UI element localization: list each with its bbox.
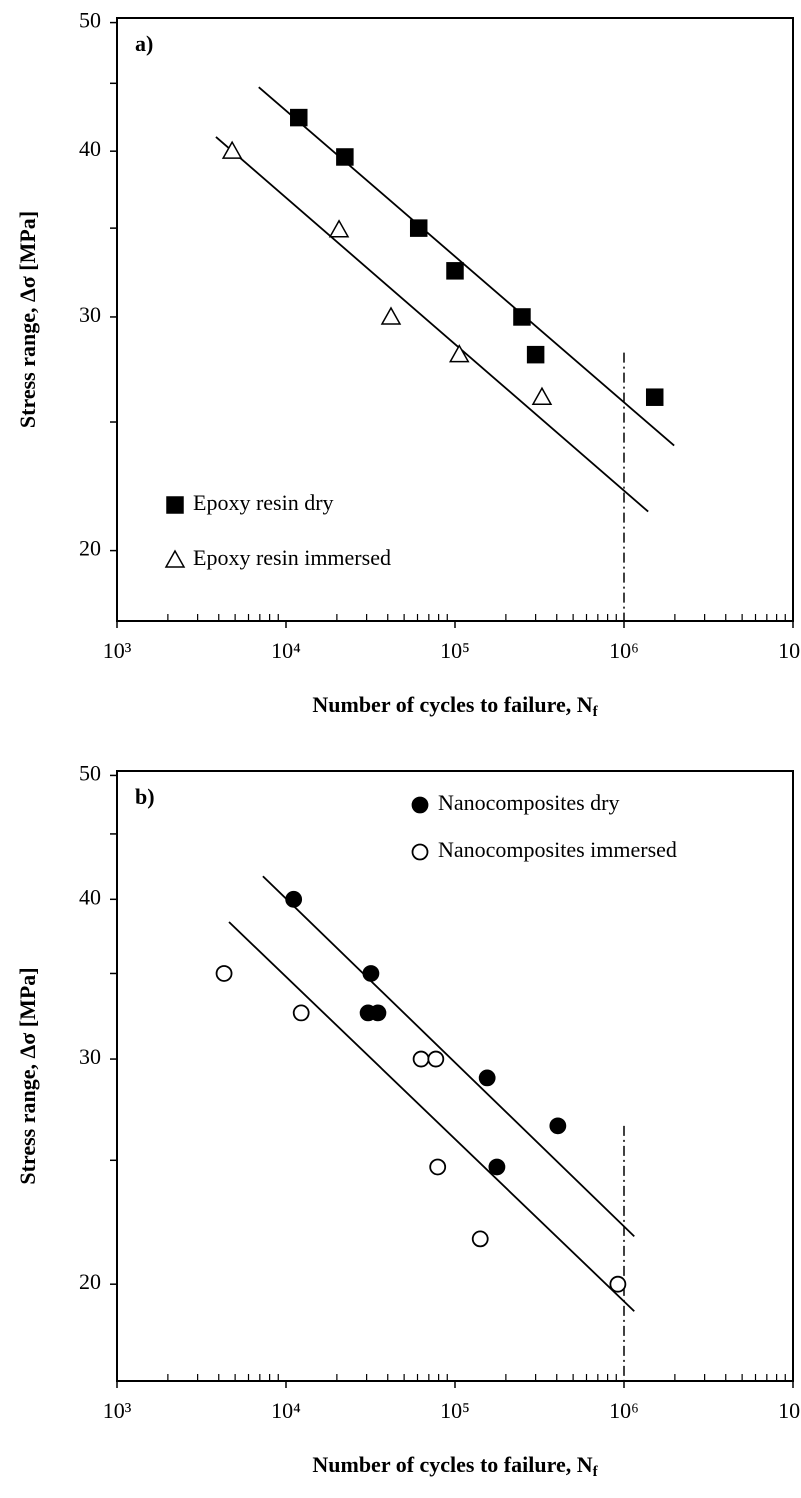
marker-square: [166, 496, 184, 514]
x-tick-label: 10³: [103, 638, 132, 663]
x-tick-label: 10⁵: [440, 638, 470, 663]
marker-square: [513, 308, 531, 326]
x-axis-label-text: Number of cycles to failure, N: [312, 1452, 592, 1477]
panel-label: b): [135, 784, 155, 809]
marker-circle: [609, 1275, 627, 1293]
y-axis-label: Stress range, Δσ [MPa]: [15, 967, 40, 1184]
y-tick-label: 30: [79, 1044, 101, 1069]
x-tick-label: 10⁴: [271, 638, 301, 663]
legend-label: Nanocomposites immersed: [438, 837, 677, 862]
fit-line: [228, 921, 635, 1312]
marker-circle: [292, 1004, 310, 1022]
marker-triangle: [380, 306, 402, 325]
marker-circle: [429, 1158, 447, 1176]
legend-label: Epoxy resin immersed: [193, 545, 391, 570]
marker-circle: [478, 1069, 496, 1087]
x-axis-label-subscript: f: [593, 704, 599, 720]
marker-circle: [411, 796, 429, 814]
x-axis-label: Number of cycles to failure, Nf: [312, 1452, 598, 1480]
y-tick-label: 50: [79, 8, 101, 33]
plot-frame: [116, 17, 794, 622]
fit-line: [215, 136, 649, 513]
x-tick-label: 10⁷: [778, 638, 801, 663]
marker-circle: [411, 843, 429, 861]
y-tick-label: 20: [79, 536, 101, 561]
y-axis-label: Stress range, Δσ [MPa]: [15, 211, 40, 428]
x-tick-label: 10⁴: [271, 1398, 301, 1423]
x-tick-label: 10⁶: [609, 1398, 639, 1423]
y-tick-label: 40: [79, 884, 101, 909]
marker-square: [290, 108, 308, 127]
marker-triangle: [531, 386, 553, 405]
marker-circle: [285, 890, 303, 908]
y-tick-label: 40: [79, 136, 101, 161]
x-axis-label: Number of cycles to failure, Nf: [312, 692, 598, 720]
fit-line: [258, 86, 675, 447]
marker-circle: [471, 1230, 489, 1248]
x-axis-label-subscript: f: [593, 1464, 599, 1480]
marker-triangle: [448, 344, 470, 363]
x-tick-label: 10³: [103, 1398, 132, 1423]
marker-circle: [369, 1004, 387, 1022]
legend-label: Epoxy resin dry: [193, 490, 334, 515]
y-tick-label: 20: [79, 1269, 101, 1294]
x-tick-label: 10⁶: [609, 638, 639, 663]
marker-square: [526, 345, 545, 364]
marker-square: [446, 262, 464, 280]
y-tick-label: 30: [79, 302, 101, 327]
marker-square: [336, 148, 354, 166]
marker-square: [409, 219, 428, 237]
x-tick-label: 10⁷: [778, 1398, 801, 1423]
marker-circle: [488, 1158, 506, 1176]
marker-circle: [412, 1050, 430, 1068]
x-axis-label-text: Number of cycles to failure, N: [312, 692, 592, 717]
marker-circle: [427, 1050, 445, 1068]
marker-triangle: [221, 140, 243, 159]
marker-circle: [362, 965, 380, 982]
marker-circle: [215, 965, 233, 982]
marker-triangle: [328, 219, 350, 238]
panel-label: a): [135, 31, 153, 56]
marker-square: [645, 388, 664, 406]
y-tick-label: 50: [79, 760, 101, 785]
marker-circle: [549, 1117, 567, 1135]
x-tick-label: 10⁵: [440, 1398, 470, 1423]
fit-line: [262, 875, 635, 1237]
plot-frame: [116, 770, 794, 1382]
legend-label: Nanocomposites dry: [438, 790, 619, 815]
marker-triangle: [164, 549, 186, 568]
